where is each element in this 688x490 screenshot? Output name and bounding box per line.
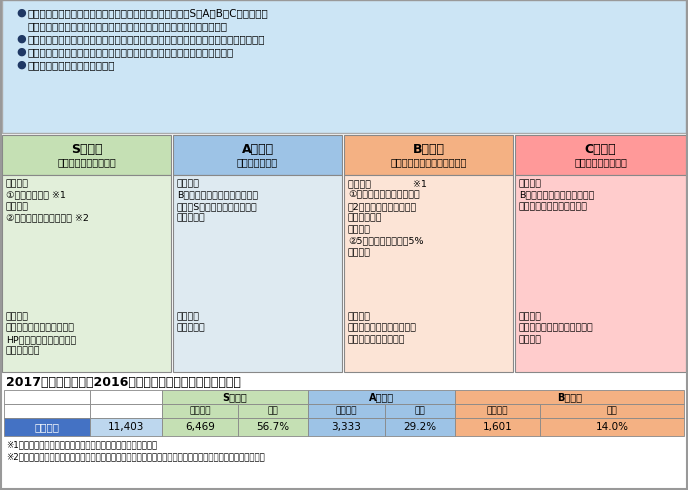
Text: 1,601: 1,601 [482, 422, 513, 432]
Text: を実施。: を実施。 [519, 335, 542, 344]
Bar [308, 404, 385, 418]
Text: いが、Sクラスの水準には達し: いが、Sクラスの水準には達し [177, 202, 258, 211]
Text: 【対応】: 【対応】 [519, 312, 542, 321]
Text: Aクラス: Aクラス [241, 143, 274, 156]
Text: 29.2%: 29.2% [403, 422, 437, 432]
Text: 【対応】: 【対応】 [177, 312, 200, 321]
Text: 優良事業者として、経産省: 優良事業者として、経産省 [6, 323, 75, 333]
Text: ●: ● [16, 8, 25, 18]
Text: 割合: 割合 [268, 407, 279, 416]
Bar [540, 404, 684, 418]
Text: ない事業者: ない事業者 [177, 214, 206, 222]
Bar [238, 404, 308, 418]
Text: 省エネ法第６条に基づく指導: 省エネ法第６条に基づく指導 [519, 323, 594, 333]
Text: ※2　ベンチマーク目標：ベンチマーク制度の対象業種・分野において、事業者が中長期的に目指すべき水準。: ※2 ベンチマーク目標：ベンチマーク制度の対象業種・分野において、事業者が中長期… [6, 452, 265, 461]
Bar [4, 390, 90, 404]
Text: Sクラス: Sクラス [223, 392, 248, 402]
Bar [162, 418, 238, 436]
Text: 56.7%: 56.7% [257, 422, 290, 432]
Bar [385, 418, 455, 436]
Bar [2, 135, 171, 175]
Text: Cクラス: Cクラス [585, 143, 616, 156]
Text: 省エネが停滞している事業者: 省エネが停滞している事業者 [390, 157, 466, 167]
Text: Bクラスの事業者の中で特に: Bクラスの事業者の中で特に [519, 191, 594, 199]
Text: 【対応】: 【対応】 [348, 312, 371, 321]
Bar [540, 418, 684, 436]
Text: Bクラス: Bクラス [413, 143, 444, 156]
Bar [90, 390, 162, 404]
Bar [162, 404, 238, 418]
Bar [4, 418, 90, 436]
Text: クラス分けし、クラスに応じたメリハリのある対応を実施するもの。: クラス分けし、クラスに応じたメリハリのある対応を実施するもの。 [28, 21, 228, 31]
Bar [308, 390, 455, 404]
Bar [515, 175, 686, 372]
Text: 事業者数: 事業者数 [336, 407, 357, 416]
Bar [162, 390, 308, 404]
Text: 【水準】: 【水準】 [6, 179, 29, 188]
Text: 2017年度定期報告（2016年度実績）に基づいたクラス分け: 2017年度定期報告（2016年度実績）に基づいたクラス分け [6, 376, 241, 389]
Text: 特段なし。: 特段なし。 [177, 323, 206, 333]
Bar [90, 404, 162, 418]
Text: 【対応】: 【対応】 [6, 312, 29, 321]
Bar [238, 418, 308, 436]
Text: 査等を重点的に実施。: 査等を重点的に実施。 [348, 335, 405, 344]
Text: 平成２８年度より制度を開始。: 平成２８年度より制度を開始。 [28, 60, 116, 70]
Text: 注意文書を送付し、現地調: 注意文書を送付し、現地調 [348, 323, 417, 333]
Bar [455, 404, 540, 418]
Text: 事業者数: 事業者数 [486, 407, 508, 416]
Text: 2年連続で原単位が対前: 2年連続で原単位が対前 [348, 202, 417, 211]
Text: 14.0%: 14.0% [596, 422, 629, 432]
Bar [2, 0, 686, 133]
Text: 割合: 割合 [607, 407, 617, 416]
Bar [2, 175, 171, 372]
Text: 省エネが優良な事業者: 省エネが優良な事業者 [57, 157, 116, 167]
Text: 本制度は、省エネ法の定期報告を提出する全ての事業者をS・A・B・Cの４段階へ: 本制度は、省エネ法の定期報告を提出する全ての事業者をS・A・B・Cの４段階へ [28, 8, 269, 18]
Text: 事業者は、他事業者と比較して自らの立ち位置を確認することができる。: 事業者は、他事業者と比較して自らの立ち位置を確認することができる。 [28, 47, 234, 57]
Text: Bクラス: Bクラス [557, 392, 582, 402]
Text: 6,469: 6,469 [185, 422, 215, 432]
Bar [455, 390, 684, 404]
Bar [344, 175, 513, 372]
Bar [173, 135, 342, 175]
Text: ●: ● [16, 34, 25, 44]
Text: 一般的な事業者: 一般的な事業者 [237, 157, 278, 167]
Text: 注意を要する事業者: 注意を要する事業者 [574, 157, 627, 167]
Text: 3,333: 3,333 [332, 422, 361, 432]
Text: ※1　努力目標：５年間平均原単位を年１％以上低減すること。: ※1 努力目標：５年間平均原単位を年１％以上低減すること。 [6, 440, 157, 449]
Text: 優良事業者を業種別に公表して称揚する一方、停滞事業者にはより厳格に対応する。: 優良事業者を業種別に公表して称揚する一方、停滞事業者にはより厳格に対応する。 [28, 34, 266, 44]
Text: または、: または、 [348, 225, 371, 234]
Bar [4, 404, 90, 418]
Bar [385, 404, 455, 418]
Bar [344, 135, 513, 175]
Bar [173, 175, 342, 372]
Text: ●: ● [16, 47, 25, 57]
Text: 超増加: 超増加 [348, 248, 371, 257]
Text: 事業者数: 事業者数 [189, 407, 211, 416]
Text: ①努力目標未達成かつ直近: ①努力目標未達成かつ直近 [348, 191, 420, 199]
Text: Aクラス: Aクラス [369, 392, 394, 402]
Bar [308, 418, 385, 436]
Bar [455, 418, 540, 436]
Text: 全事業者: 全事業者 [34, 422, 59, 432]
Text: 判断基準遵守状況が不十分: 判断基準遵守状況が不十分 [519, 202, 588, 211]
Bar [90, 418, 162, 436]
Text: または、: または、 [6, 202, 29, 211]
Text: 度年比増加: 度年比増加 [348, 214, 383, 222]
Text: Bクラスよりは省エネ水準は高: Bクラスよりは省エネ水準は高 [177, 191, 258, 199]
Text: ②5年間平均原単位が5%: ②5年間平均原単位が5% [348, 237, 424, 245]
Text: 11,403: 11,403 [108, 422, 144, 432]
Text: 【水準】: 【水準】 [519, 179, 542, 188]
Bar [515, 135, 686, 175]
Text: ●: ● [16, 60, 25, 70]
Text: 【水準】              ※1: 【水準】 ※1 [348, 179, 427, 188]
Text: 年数を表示。: 年数を表示。 [6, 346, 41, 356]
Text: HPで事業者名や連続達成: HPで事業者名や連続達成 [6, 335, 76, 344]
Text: Sクラス: Sクラス [71, 143, 103, 156]
Text: 【水準】: 【水準】 [177, 179, 200, 188]
Text: ①努力目標達成 ※1: ①努力目標達成 ※1 [6, 191, 66, 199]
Text: 割合: 割合 [415, 407, 425, 416]
Text: ②ベンチマーク目標達成 ※2: ②ベンチマーク目標達成 ※2 [6, 214, 89, 222]
